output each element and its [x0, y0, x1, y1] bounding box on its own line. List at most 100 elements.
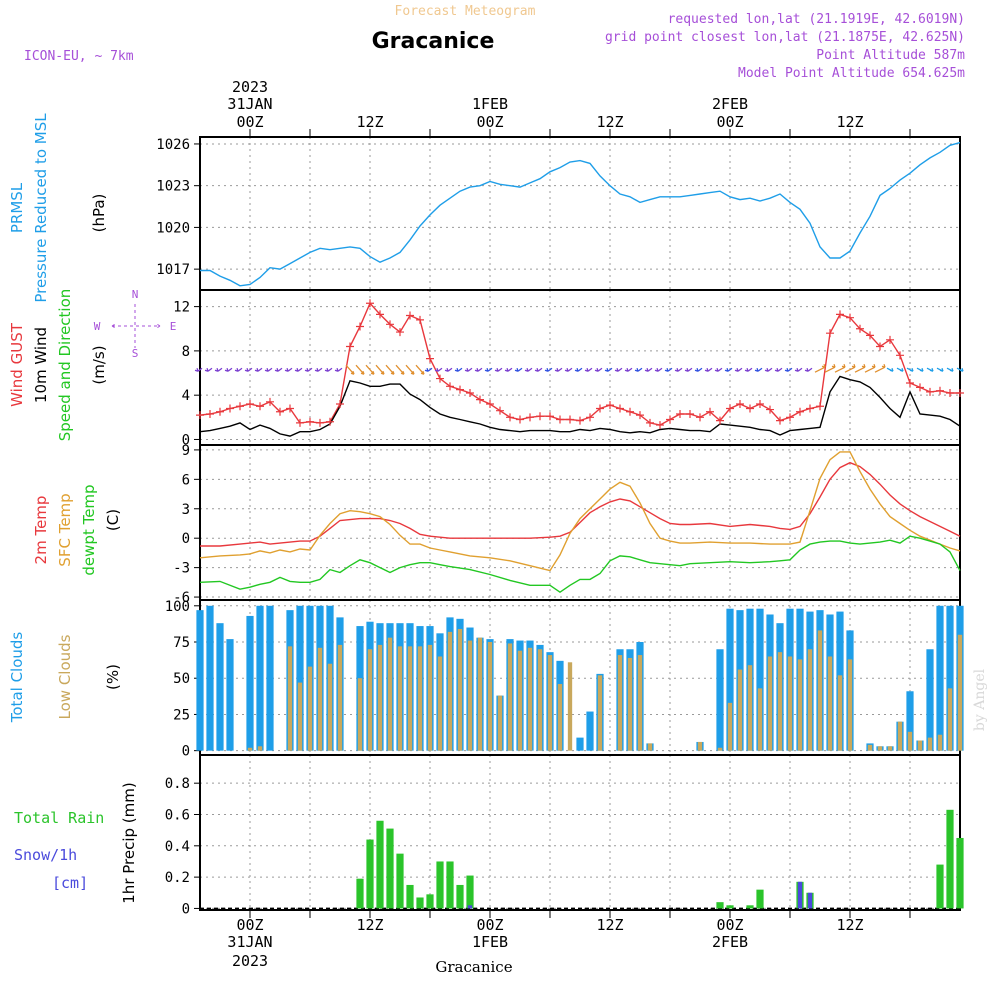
y-label-prmsl: PRMSL — [8, 182, 26, 233]
compass-n: N — [132, 288, 139, 301]
wind-direction-arrow — [454, 367, 463, 372]
wind-direction-arrow — [264, 367, 273, 372]
wind-direction-arrow — [906, 367, 914, 372]
point-altitude: Point Altitude 587m — [816, 48, 965, 63]
gust-marker — [296, 418, 304, 427]
gust-line — [199, 302, 960, 426]
gust-marker — [646, 418, 654, 427]
wind-direction-arrow — [524, 367, 533, 372]
wind-direction-arrow — [284, 367, 293, 372]
time-label-hour: 00Z — [716, 113, 743, 131]
snow-bar — [797, 881, 803, 909]
requested-coords: requested lon,lat (21.1919E, 42.6019N) — [668, 12, 965, 27]
wind-direction-arrow — [844, 364, 856, 373]
y-tick-label: 0 — [182, 432, 190, 448]
y-label-total-clouds: Total Clouds — [8, 632, 26, 724]
low-cloud-bar — [867, 744, 873, 751]
low-cloud-bar — [887, 746, 893, 751]
low-cloud-bar — [377, 644, 383, 751]
wind-direction-arrow — [204, 367, 213, 372]
low-cloud-bar — [647, 743, 653, 751]
wind-direction-arrow — [936, 367, 944, 372]
pressure-line — [200, 141, 961, 287]
wind-direction-arrow — [664, 367, 673, 372]
wind-direction-arrow — [854, 364, 866, 373]
y-label-sfc: SFC Temp — [56, 493, 74, 566]
gust-marker — [496, 406, 504, 415]
gust-marker — [876, 342, 884, 351]
low-cloud-bar — [527, 647, 533, 751]
gust-marker — [446, 382, 454, 391]
gust-marker — [656, 421, 664, 430]
sfc-temp-line — [199, 451, 961, 572]
wind-direction-arrow — [774, 367, 783, 372]
total-cloud-bar — [206, 605, 214, 751]
y-tick-label: -3 — [173, 561, 190, 577]
wind-direction-arrow — [916, 367, 924, 372]
wind-direction-arrow — [804, 367, 813, 372]
low-cloud-bar — [827, 656, 833, 751]
grid-point-coords: grid point closest lon,lat (21.1875E, 42… — [605, 30, 965, 45]
wind-direction-arrow — [824, 364, 836, 373]
rain-bar — [936, 864, 944, 909]
y-tick-label: 0.6 — [165, 807, 190, 823]
low-cloud-bar — [297, 682, 303, 751]
low-cloud-bar — [927, 737, 933, 751]
time-label-hour: 00Z — [476, 113, 503, 131]
y-label-total-rain: Total Rain — [14, 809, 104, 827]
rain-bar — [446, 861, 454, 909]
low-cloud-bar — [287, 646, 293, 751]
compass-w: W — [94, 320, 101, 333]
y-tick-label: 12 — [173, 300, 190, 316]
y-tick-label: 0.8 — [165, 776, 190, 792]
total-cloud-bar — [226, 639, 234, 751]
wind-direction-arrow — [214, 367, 223, 372]
gust-marker — [826, 329, 834, 338]
total-cloud-bar — [906, 691, 914, 751]
y-tick-label: 1023 — [156, 179, 190, 195]
wind-direction-arrow — [714, 367, 723, 372]
low-cloud-bar — [307, 666, 313, 751]
wind-direction-arrow — [324, 367, 333, 372]
gust-marker — [816, 402, 824, 411]
gust-marker — [316, 418, 324, 427]
gust-marker — [546, 412, 554, 421]
compass-s: S — [132, 347, 139, 360]
wind-direction-arrow — [644, 367, 653, 372]
gust-marker — [386, 320, 394, 329]
y-label-snow-unit: [cm] — [52, 874, 88, 892]
total-cloud-bar — [756, 608, 764, 751]
compass-arrows — [111, 304, 161, 348]
y-tick-label: 1020 — [156, 220, 190, 236]
low-cloud-bar — [787, 656, 793, 751]
wind-direction-arrow — [314, 367, 323, 372]
gust-marker — [566, 415, 574, 424]
gust-marker — [706, 407, 714, 416]
time-label-hour: 00Z — [716, 916, 743, 934]
gust-marker — [576, 416, 584, 425]
gust-marker — [376, 310, 384, 319]
wind-direction-arrow — [484, 367, 493, 372]
gust-marker — [796, 407, 804, 416]
low-cloud-bar — [387, 637, 393, 751]
wind-direction-arrow — [405, 364, 415, 375]
gust-marker — [776, 416, 784, 425]
rain-bar — [756, 889, 764, 909]
t2m-line — [200, 461, 961, 547]
panel-frame — [199, 599, 961, 756]
low-cloud-bar — [697, 741, 703, 751]
rain-bar — [956, 837, 964, 909]
gust-marker — [676, 410, 684, 418]
wind-direction-arrow — [304, 367, 313, 372]
gust-marker — [936, 386, 944, 395]
low-cloud-bar — [637, 655, 643, 751]
gust-marker — [606, 401, 614, 410]
wind-direction-arrow — [634, 367, 643, 372]
gust-marker — [516, 415, 524, 424]
y-label-gust: Wind GUST — [8, 322, 26, 407]
low-cloud-bar — [617, 655, 623, 751]
wind-direction-arrow — [794, 367, 803, 372]
rain-bar — [726, 905, 734, 909]
gust-marker — [486, 400, 494, 409]
